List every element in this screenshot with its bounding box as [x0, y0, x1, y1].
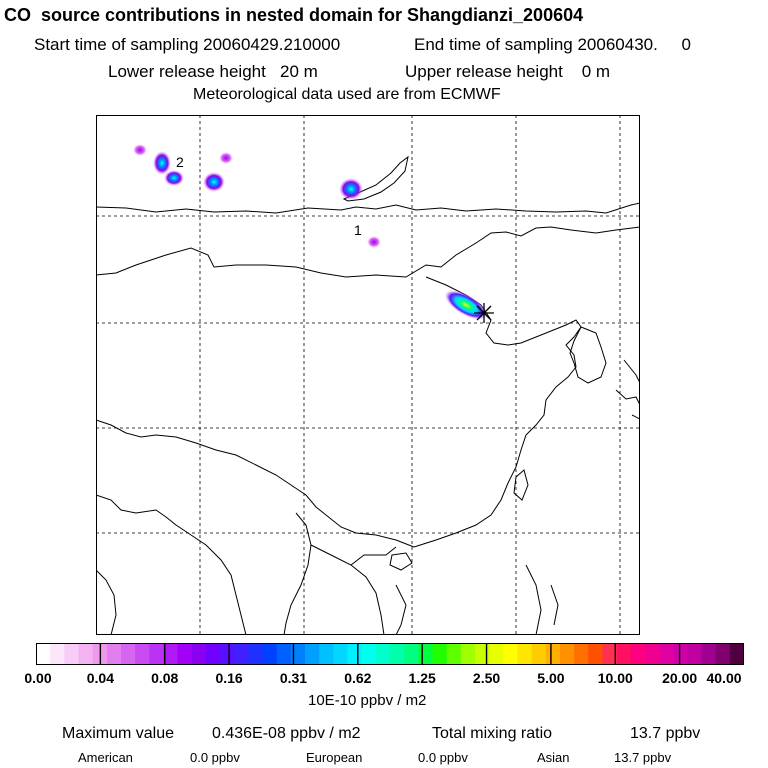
color-scale-units: 10E-10 ppbv / m2 [308, 692, 427, 709]
color-scale-swatch [78, 643, 94, 665]
color-scale-swatch [205, 643, 221, 665]
color-scale-swatch [64, 643, 79, 665]
start-time-label: Start time of sampling 20060429.210000 [34, 35, 341, 54]
plume-cluster-1 [339, 178, 381, 248]
color-scale-bar [36, 643, 744, 665]
color-scale-swatch [588, 643, 603, 665]
coastlines-and-borders [96, 155, 640, 635]
plume-label-1: 1 [354, 222, 362, 238]
color-scale-swatch [602, 643, 617, 665]
color-scale-swatch [50, 643, 65, 665]
color-scale-swatch [290, 643, 306, 665]
color-scale-swatch [319, 643, 334, 665]
color-scale-swatch [432, 643, 448, 665]
color-scale-tick-label: 0.62 [344, 670, 372, 686]
color-scale-swatch [220, 643, 235, 665]
color-scale-swatch [687, 643, 702, 665]
color-scale-swatch [333, 643, 348, 665]
color-scale-tick-label: 0.08 [151, 670, 179, 686]
color-scale-swatch [616, 643, 632, 665]
color-scale-swatch [644, 643, 660, 665]
color-scale-swatch [545, 643, 561, 665]
color-scale-swatch [36, 643, 51, 665]
color-scale-swatch [135, 643, 150, 665]
color-scale-swatch [177, 643, 193, 665]
color-scale-swatch [347, 643, 363, 665]
region-name-european: European [306, 750, 363, 765]
plume-cluster-2 [133, 144, 233, 192]
color-scale-tick-label: 5.00 [537, 670, 565, 686]
lower-release-height-label: Lower release height 20 m [108, 62, 318, 81]
end-time-label: End time of sampling 20060430. 0 [414, 35, 691, 54]
color-scale-tick-label: 0.16 [215, 670, 243, 686]
map-frame [96, 115, 640, 635]
color-scale-swatch [262, 643, 278, 665]
color-scale-swatch [191, 643, 207, 665]
color-scale-swatch [418, 643, 433, 665]
color-scale-tick-label: 0.31 [279, 670, 308, 686]
upper-release-height-label: Upper release height 0 m [405, 62, 611, 81]
color-scale-tick-label: 20.00 [662, 670, 698, 686]
plume-label-2: 2 [176, 154, 184, 170]
color-scale-swatch [149, 643, 164, 665]
color-scale-tick-label: 2.50 [472, 670, 501, 686]
color-scale-swatch [701, 643, 717, 665]
color-scale-swatch [729, 643, 744, 665]
region-name-american: American [78, 750, 133, 765]
total-mixing-ratio-value: 13.7 ppbv [630, 725, 701, 742]
color-scale-swatch [106, 643, 122, 665]
color-scale-tick-label: 10.00 [597, 670, 633, 686]
color-scale-swatch [559, 643, 575, 665]
color-scale-swatch [503, 643, 518, 665]
maximum-value-label: Maximum value [62, 725, 175, 742]
color-scale-swatch [574, 643, 589, 665]
color-scale-swatch [390, 643, 405, 665]
color-scale-swatch [234, 643, 249, 665]
color-scale-swatch [659, 643, 674, 665]
total-mixing-ratio-label: Total mixing ratio [432, 725, 553, 742]
color-scale-border [36, 643, 744, 665]
color-scale-tick-label: 0.00 [24, 670, 52, 686]
color-scale-swatch [489, 643, 504, 665]
color-scale-swatch [446, 643, 462, 665]
region-value-european: 0.0 ppbv [418, 750, 468, 765]
region-value-american: 0.0 ppbv [190, 750, 240, 765]
map-panel: 2 1 [96, 115, 640, 635]
color-scale-swatch [305, 643, 320, 665]
station-marker [474, 303, 494, 323]
maximum-value: 0.436E-08 ppbv / m2 [212, 725, 361, 742]
region-name-asian: Asian [537, 750, 570, 765]
color-scale-swatch [517, 643, 532, 665]
color-scale-swatch [375, 643, 391, 665]
map-title: CO source contributions in nested domain… [4, 5, 584, 25]
color-scale-tick-label: 0.04 [86, 670, 114, 686]
color-scale-swatch [248, 643, 263, 665]
color-scale-swatch [673, 643, 688, 665]
color-scale-tick-label: 1.25 [408, 670, 436, 686]
met-data-label: Meteorological data used are from ECMWF [193, 86, 501, 103]
color-scale-swatch [474, 643, 490, 665]
color-scale-swatch [460, 643, 476, 665]
color-scale-swatch [715, 643, 731, 665]
color-scale-swatch [361, 643, 377, 665]
color-scale-swatch [404, 643, 419, 665]
color-scale-swatch [276, 643, 292, 665]
region-value-asian: 13.7 ppbv [614, 750, 672, 765]
color-scale-swatch [163, 643, 178, 665]
color-scale-swatch [120, 643, 136, 665]
color-scale-swatch [630, 643, 646, 665]
color-scale-swatch [531, 643, 547, 665]
graticule [96, 115, 640, 635]
color-scale-tick-label: 40.00 [706, 670, 742, 686]
